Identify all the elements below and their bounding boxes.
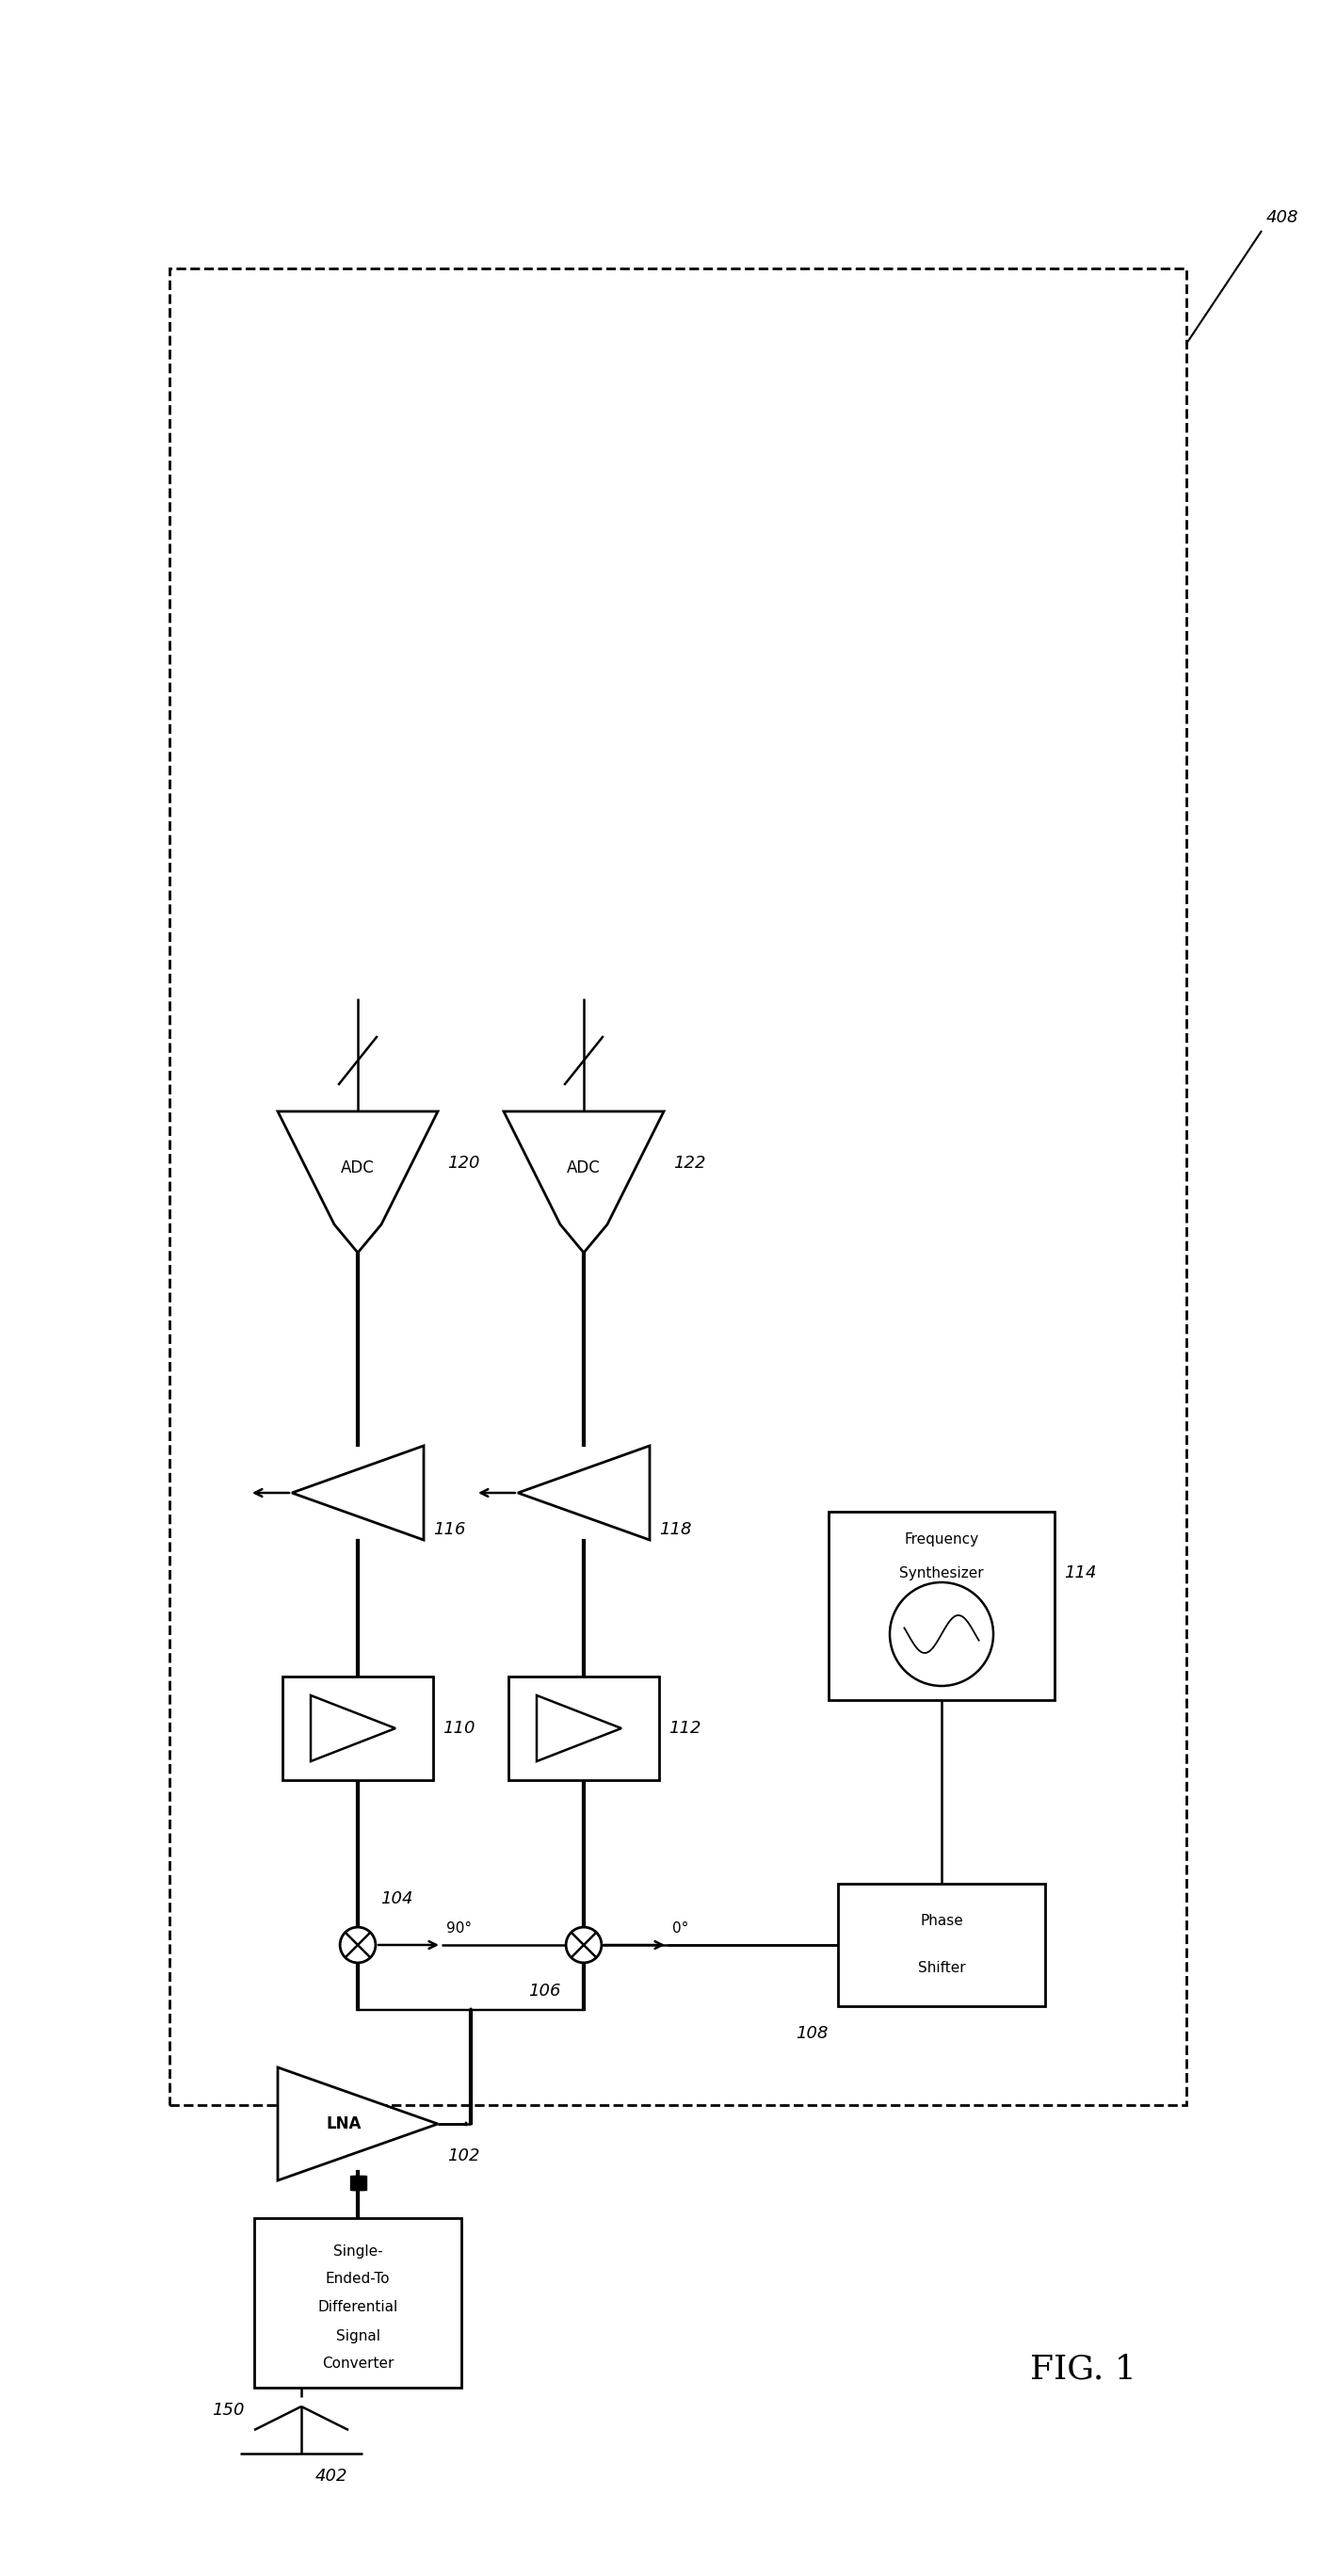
Text: 110: 110	[443, 1721, 475, 1736]
Text: 408: 408	[1266, 209, 1298, 227]
Polygon shape	[310, 1695, 396, 1762]
Bar	[350, 2177, 364, 2190]
Bar	[838, 1883, 1046, 2007]
Text: 112: 112	[668, 1721, 701, 1736]
Circle shape	[566, 1927, 602, 1963]
Bar	[282, 1677, 433, 1780]
Polygon shape	[291, 1445, 424, 1540]
Bar	[829, 1512, 1055, 1700]
Bar	[170, 268, 1186, 2105]
Text: 106: 106	[528, 1984, 562, 1999]
Polygon shape	[278, 2069, 437, 2179]
Bar	[352, 2177, 366, 2190]
Text: Frequency: Frequency	[904, 1533, 979, 1548]
Text: Converter: Converter	[322, 2357, 393, 2370]
Text: ADC: ADC	[567, 1159, 600, 1177]
Text: FIG. 1: FIG. 1	[1029, 2352, 1136, 2385]
Text: Ended-To: Ended-To	[325, 2272, 390, 2287]
Text: 0°: 0°	[673, 1922, 689, 1935]
Text: Synthesizer: Synthesizer	[900, 1566, 984, 1579]
Text: 102: 102	[448, 2148, 480, 2164]
Text: 116: 116	[433, 1520, 465, 1538]
Text: 118: 118	[659, 1520, 691, 1538]
Text: 150: 150	[213, 2401, 245, 2419]
Text: 90°: 90°	[447, 1922, 472, 1935]
Text: 120: 120	[448, 1154, 480, 1172]
Text: Phase: Phase	[920, 1914, 963, 1929]
Text: 122: 122	[674, 1154, 706, 1172]
Bar	[254, 2218, 461, 2388]
Polygon shape	[504, 1110, 663, 1252]
Text: LNA: LNA	[326, 2115, 361, 2133]
Circle shape	[340, 1927, 376, 1963]
Text: 114: 114	[1064, 1564, 1096, 1582]
Text: 108: 108	[796, 2025, 829, 2043]
Text: ADC: ADC	[341, 1159, 374, 1177]
Text: 402: 402	[316, 2468, 348, 2486]
Text: Signal: Signal	[336, 2329, 380, 2344]
Text: 104: 104	[380, 1891, 413, 1906]
Bar	[508, 1677, 659, 1780]
Text: Single-: Single-	[333, 2244, 382, 2259]
Text: Differential: Differential	[318, 2300, 398, 2316]
Polygon shape	[517, 1445, 650, 1540]
Text: Shifter: Shifter	[917, 1960, 965, 1976]
Polygon shape	[536, 1695, 622, 1762]
Circle shape	[889, 1582, 993, 1685]
Polygon shape	[278, 1110, 437, 1252]
